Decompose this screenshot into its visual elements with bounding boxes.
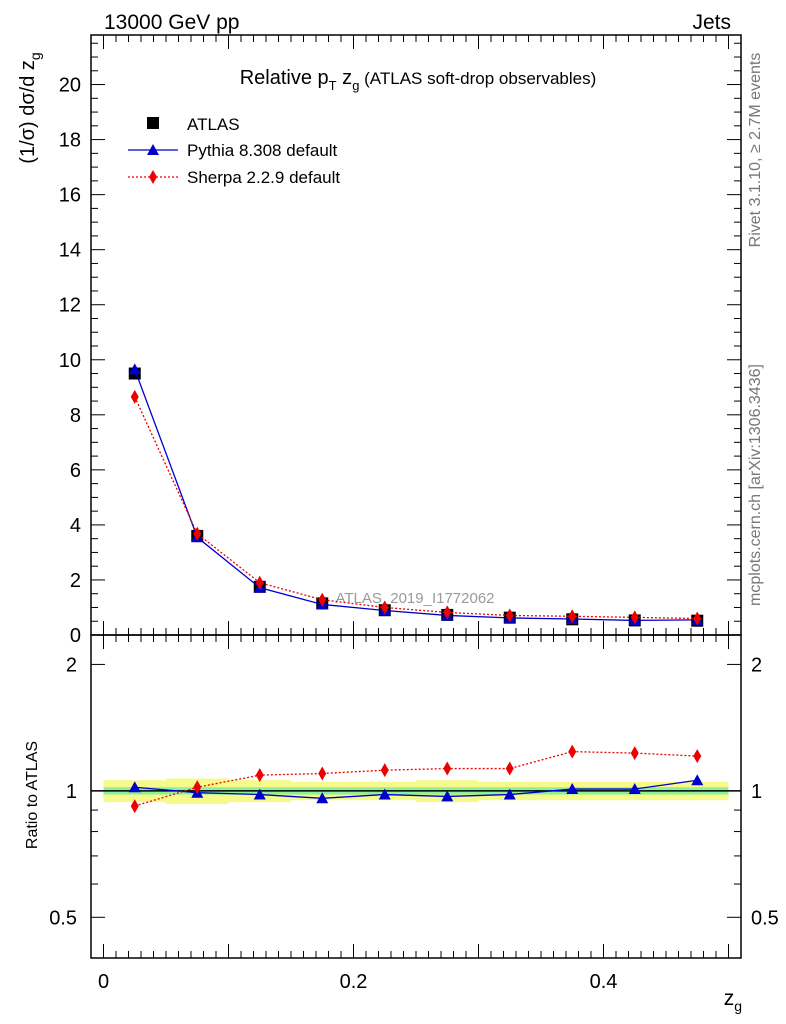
x-axis-title-main: z bbox=[724, 987, 735, 1010]
x-axis-title-sub: g bbox=[734, 998, 742, 1014]
plot-title: Relative pT zg (ATLAS soft-drop observab… bbox=[240, 67, 597, 93]
sherpa-point bbox=[380, 600, 389, 615]
sherpa-ratio-point bbox=[505, 761, 514, 776]
y-tick-label: 8 bbox=[70, 405, 81, 427]
ratio-y-tick-label: 0.5 bbox=[49, 907, 77, 929]
ratio-y-tick-label: 1 bbox=[66, 781, 77, 803]
y-tick-label: 6 bbox=[70, 460, 81, 482]
sherpa-ratio-point bbox=[630, 746, 639, 761]
y-tick-label: 18 bbox=[59, 130, 81, 152]
sherpa-point bbox=[630, 610, 639, 625]
pythia-ratio-point bbox=[691, 774, 704, 786]
sherpa-point bbox=[255, 575, 264, 590]
legend-marker-sherpa bbox=[149, 170, 157, 184]
main-plot-frame: 0 2 4 6 8 10 12 14 16 18 20 bbox=[59, 34, 742, 647]
sherpa-ratio-point bbox=[693, 749, 702, 764]
sherpa-ratio-point bbox=[193, 780, 202, 795]
sherpa-line bbox=[134, 396, 698, 620]
ratio-y-tick-label: 2 bbox=[66, 654, 77, 676]
pythia-ratio-point bbox=[316, 792, 329, 804]
sherpa-ratio-point bbox=[380, 763, 389, 778]
x-tick-label: 0.4 bbox=[590, 971, 618, 993]
sherpa-point bbox=[505, 608, 514, 623]
pythia-ratio-point bbox=[503, 788, 516, 800]
ratio-plot-frame: 0 0.2 0.4 0.5 0.5 1 1 2 2 bbox=[49, 634, 779, 993]
plot-title-sub2: g bbox=[352, 78, 359, 93]
x-tick-label: 0 bbox=[98, 971, 109, 993]
y-axis-title-sub: g bbox=[27, 52, 43, 60]
plot-title-main: Relative p bbox=[240, 67, 329, 89]
y-tick-label: 16 bbox=[59, 185, 81, 207]
y-tick-label: 2 bbox=[70, 570, 81, 592]
sherpa-point bbox=[693, 611, 702, 626]
pythia-ratio-point bbox=[441, 790, 454, 802]
pythia-ratio-point bbox=[253, 788, 266, 800]
sherpa-ratio-point bbox=[255, 768, 264, 783]
y-tick-label: 10 bbox=[59, 350, 81, 372]
mcplots-label: mcplots.cern.ch [arXiv:1306.3436] bbox=[747, 364, 764, 606]
ratio-series bbox=[128, 744, 704, 814]
y-tick-label: 20 bbox=[59, 75, 81, 97]
header-energy: 13000 GeV pp bbox=[104, 11, 239, 34]
y-axis-title: (1/σ) dσ/d zg bbox=[17, 52, 43, 163]
sherpa-point bbox=[130, 389, 139, 404]
y-tick-label: 0 bbox=[70, 625, 81, 647]
main-series bbox=[128, 363, 704, 627]
sherpa-ratio-point bbox=[568, 744, 577, 759]
legend-label-sherpa: Sherpa 2.2.9 default bbox=[187, 168, 340, 187]
y-axis-title-main: (1/σ) dσ/d z bbox=[17, 60, 39, 164]
pythia-ratio-point bbox=[128, 781, 141, 793]
sherpa-ratio-line bbox=[134, 750, 698, 807]
ratio-y-tick-label-right: 1 bbox=[751, 781, 762, 803]
sherpa-point bbox=[193, 526, 202, 541]
plot-title-sub1: T bbox=[329, 78, 337, 93]
legend-marker-pythia bbox=[147, 144, 159, 155]
rivet-label: Rivet 3.1.10, ≥ 2.7M events bbox=[747, 53, 764, 248]
header-jets: Jets bbox=[692, 11, 731, 34]
ratio-y-tick-label-right: 2 bbox=[751, 654, 762, 676]
y-tick-label: 4 bbox=[70, 515, 81, 537]
legend-label-pythia: Pythia 8.308 default bbox=[187, 141, 338, 160]
y-tick-label: 14 bbox=[59, 240, 81, 262]
legend: ATLAS Pythia 8.308 default Sherpa 2.2.9 … bbox=[128, 115, 340, 187]
plot-title-mid: z bbox=[337, 67, 353, 89]
pythia-point bbox=[128, 363, 141, 375]
plot-title-suffix: (ATLAS soft-drop observables) bbox=[359, 69, 596, 88]
sherpa-point bbox=[318, 592, 327, 607]
sherpa-point bbox=[443, 605, 452, 620]
pythia-ratio-point bbox=[566, 783, 579, 795]
analysis-watermark: ATLAS_2019_I1772062 bbox=[335, 590, 494, 607]
ratio-y-tick-label-right: 0.5 bbox=[751, 907, 779, 929]
legend-marker-atlas bbox=[147, 117, 159, 129]
pythia-ratio-line bbox=[134, 779, 698, 799]
pythia-ratio-point bbox=[378, 788, 391, 800]
x-tick-label: 0.2 bbox=[340, 971, 368, 993]
sherpa-ratio-point bbox=[443, 761, 452, 776]
legend-label-atlas: ATLAS bbox=[187, 115, 240, 134]
pythia-line bbox=[134, 369, 698, 622]
y-tick-label: 12 bbox=[59, 295, 81, 317]
sherpa-point bbox=[568, 609, 577, 624]
pythia-ratio-point bbox=[628, 783, 641, 795]
sherpa-ratio-point bbox=[130, 799, 139, 814]
sherpa-ratio-point bbox=[318, 766, 327, 781]
ratio-axis-title: Ratio to ATLAS bbox=[24, 741, 41, 849]
x-axis-title: zg bbox=[724, 987, 742, 1014]
